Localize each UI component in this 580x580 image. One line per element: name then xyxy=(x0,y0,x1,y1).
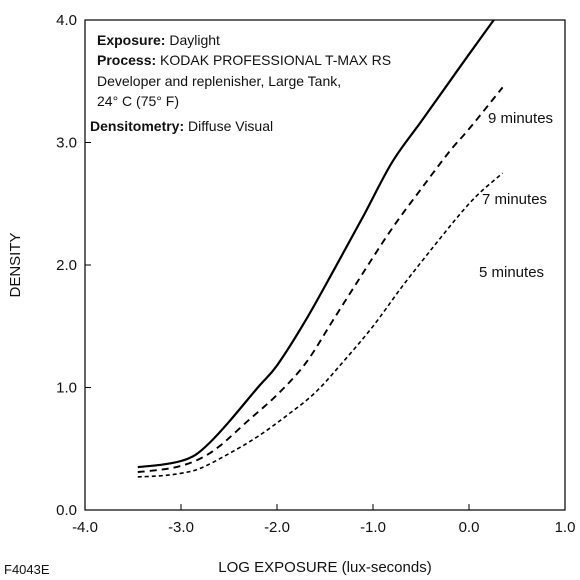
annotation-line-temperature: 24° C (75° F) xyxy=(97,93,179,109)
annotation-line-densitometry: Densitometry: Diffuse Visual xyxy=(90,118,273,134)
curve-7-minutes xyxy=(137,86,504,473)
annotation-line-exposure: Exposure: Daylight xyxy=(97,32,220,48)
y-tick-label: 3.0 xyxy=(56,135,77,152)
x-tick-label: -2.0 xyxy=(264,519,290,536)
curve-9-minutes xyxy=(137,20,496,469)
x-tick-label: -1.0 xyxy=(360,519,386,536)
series-label-7-minutes: 7 minutes xyxy=(482,191,547,208)
x-tick-label: 0.0 xyxy=(459,519,480,536)
figure-id: F4043E xyxy=(4,562,50,577)
y-axis-label: DENSITY xyxy=(7,232,24,297)
y-tick-label: 2.0 xyxy=(56,257,77,274)
x-tick-label: -3.0 xyxy=(168,519,194,536)
x-axis-label: LOG EXPOSURE (lux-seconds) xyxy=(218,559,431,576)
series-label-5-minutes: 5 minutes xyxy=(479,264,544,281)
y-tick-label: 1.0 xyxy=(56,380,77,397)
curves xyxy=(137,20,504,478)
x-tick-label: -4.0 xyxy=(72,519,98,536)
series-label-9-minutes: 9 minutes xyxy=(488,110,553,127)
annotation-line-developer: Developer and replenisher, Large Tank, xyxy=(97,73,341,89)
y-tick-label: 4.0 xyxy=(56,12,77,29)
x-tick-label: 1.0 xyxy=(555,519,576,536)
y-tick-label: 0.0 xyxy=(56,502,77,519)
annotation-box: Exposure: Daylight Process: KODAK PROFES… xyxy=(90,32,391,134)
annotation-line-process: Process: KODAK PROFESSIONAL T-MAX RS xyxy=(97,52,391,68)
curve-5-minutes xyxy=(137,172,504,478)
axis-ticks: -4.0 -3.0 -2.0 -1.0 0.0 1.0 0.0 1.0 2.0 3.0 4.0 xyxy=(56,12,575,536)
